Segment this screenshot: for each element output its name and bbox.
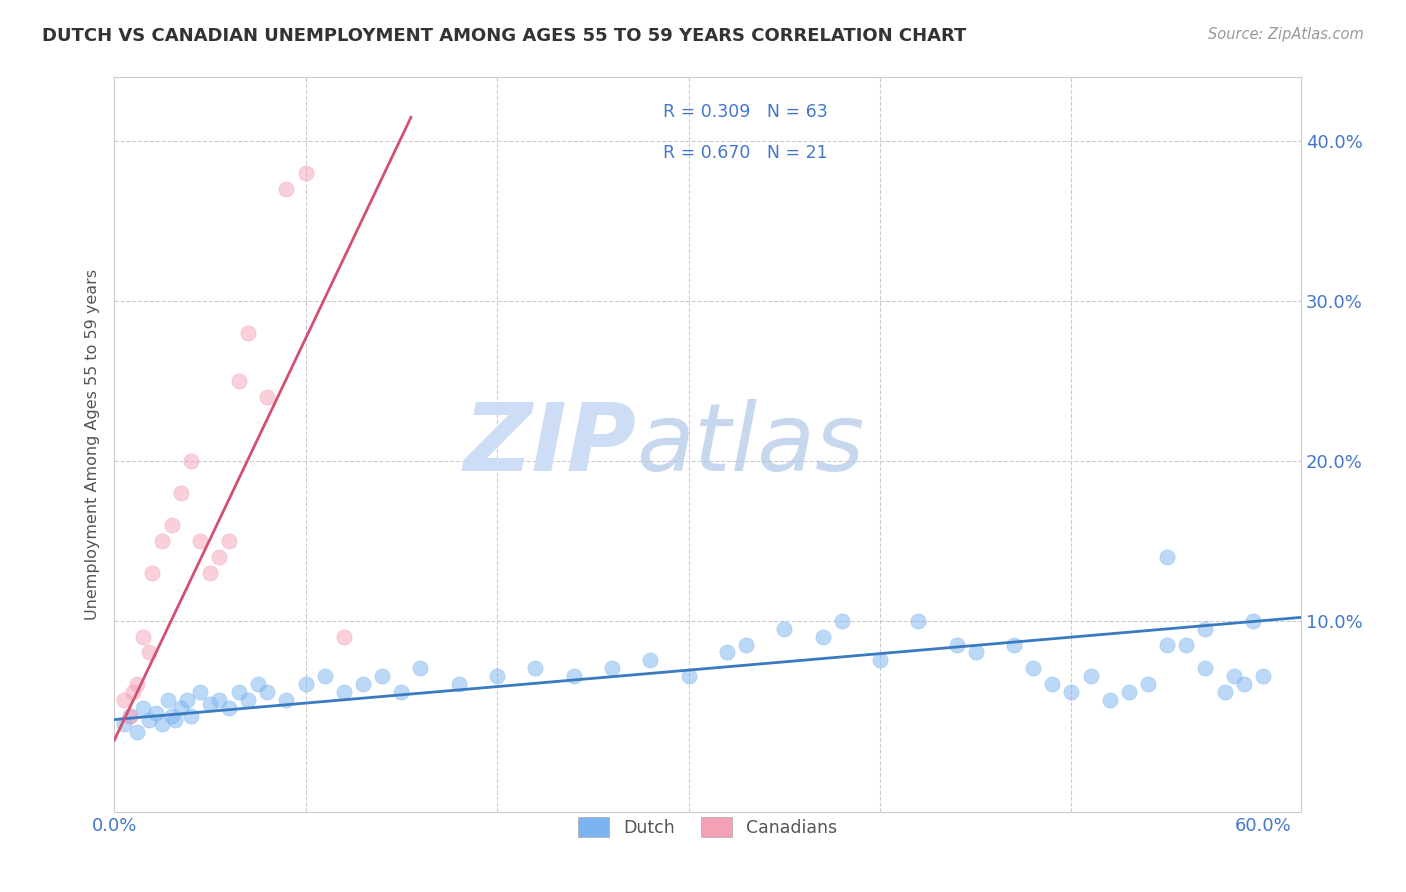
Point — [1022, 661, 1045, 675]
Point — [122, 685, 145, 699]
Point — [1233, 677, 1256, 691]
Point — [965, 645, 987, 659]
Point — [638, 653, 661, 667]
Point — [208, 693, 231, 707]
Point — [238, 693, 260, 707]
Point — [1156, 638, 1178, 652]
Point — [170, 485, 193, 500]
Point — [409, 661, 432, 675]
Point — [160, 709, 183, 723]
Point — [1098, 693, 1121, 707]
Point — [208, 549, 231, 564]
Point — [945, 638, 967, 652]
Point — [562, 669, 585, 683]
Point — [333, 630, 356, 644]
Point — [188, 685, 211, 699]
Point — [907, 614, 929, 628]
Point — [150, 717, 173, 731]
Point — [165, 713, 187, 727]
Point — [1136, 677, 1159, 691]
Point — [218, 701, 240, 715]
Point — [1080, 669, 1102, 683]
Point — [735, 638, 758, 652]
Point — [127, 677, 149, 691]
Point — [256, 390, 278, 404]
Point — [1251, 669, 1274, 683]
Point — [486, 669, 509, 683]
Point — [869, 653, 891, 667]
Point — [160, 517, 183, 532]
Point — [238, 326, 260, 340]
Text: R = 0.670   N = 21: R = 0.670 N = 21 — [662, 145, 827, 162]
Point — [1060, 685, 1083, 699]
Point — [1223, 669, 1246, 683]
Text: Source: ZipAtlas.com: Source: ZipAtlas.com — [1208, 27, 1364, 42]
Point — [1194, 622, 1216, 636]
Point — [127, 725, 149, 739]
Point — [831, 614, 853, 628]
Point — [132, 630, 155, 644]
Point — [371, 669, 394, 683]
Point — [276, 693, 298, 707]
Point — [678, 669, 700, 683]
Point — [447, 677, 470, 691]
Point — [1156, 549, 1178, 564]
Point — [294, 677, 316, 691]
Point — [524, 661, 547, 675]
Point — [1040, 677, 1063, 691]
Point — [600, 661, 623, 675]
Point — [176, 693, 198, 707]
Point — [246, 677, 269, 691]
Point — [188, 533, 211, 548]
Point — [228, 374, 250, 388]
Point — [180, 454, 202, 468]
Point — [112, 693, 135, 707]
Point — [198, 697, 221, 711]
Point — [145, 706, 167, 721]
Point — [352, 677, 374, 691]
Point — [138, 645, 160, 659]
Point — [141, 566, 163, 580]
Text: atlas: atlas — [637, 400, 865, 491]
Point — [1002, 638, 1025, 652]
Point — [276, 182, 298, 196]
Point — [773, 622, 796, 636]
Point — [716, 645, 738, 659]
Point — [150, 533, 173, 548]
Point — [314, 669, 336, 683]
Point — [1118, 685, 1140, 699]
Point — [389, 685, 412, 699]
Point — [118, 709, 141, 723]
Point — [218, 533, 240, 548]
Point — [1194, 661, 1216, 675]
Point — [132, 701, 155, 715]
Point — [170, 701, 193, 715]
Text: R = 0.309   N = 63: R = 0.309 N = 63 — [662, 103, 827, 121]
Point — [1213, 685, 1236, 699]
Point — [198, 566, 221, 580]
Point — [180, 709, 202, 723]
Text: ZIP: ZIP — [464, 399, 637, 491]
Point — [1241, 614, 1264, 628]
Point — [811, 630, 834, 644]
Point — [333, 685, 356, 699]
Text: DUTCH VS CANADIAN UNEMPLOYMENT AMONG AGES 55 TO 59 YEARS CORRELATION CHART: DUTCH VS CANADIAN UNEMPLOYMENT AMONG AGE… — [42, 27, 966, 45]
Point — [138, 713, 160, 727]
Point — [156, 693, 179, 707]
Point — [112, 717, 135, 731]
Point — [256, 685, 278, 699]
Y-axis label: Unemployment Among Ages 55 to 59 years: Unemployment Among Ages 55 to 59 years — [86, 269, 100, 621]
Point — [228, 685, 250, 699]
Legend: Dutch, Canadians: Dutch, Canadians — [571, 810, 844, 844]
Point — [294, 166, 316, 180]
Point — [118, 709, 141, 723]
Point — [1175, 638, 1198, 652]
